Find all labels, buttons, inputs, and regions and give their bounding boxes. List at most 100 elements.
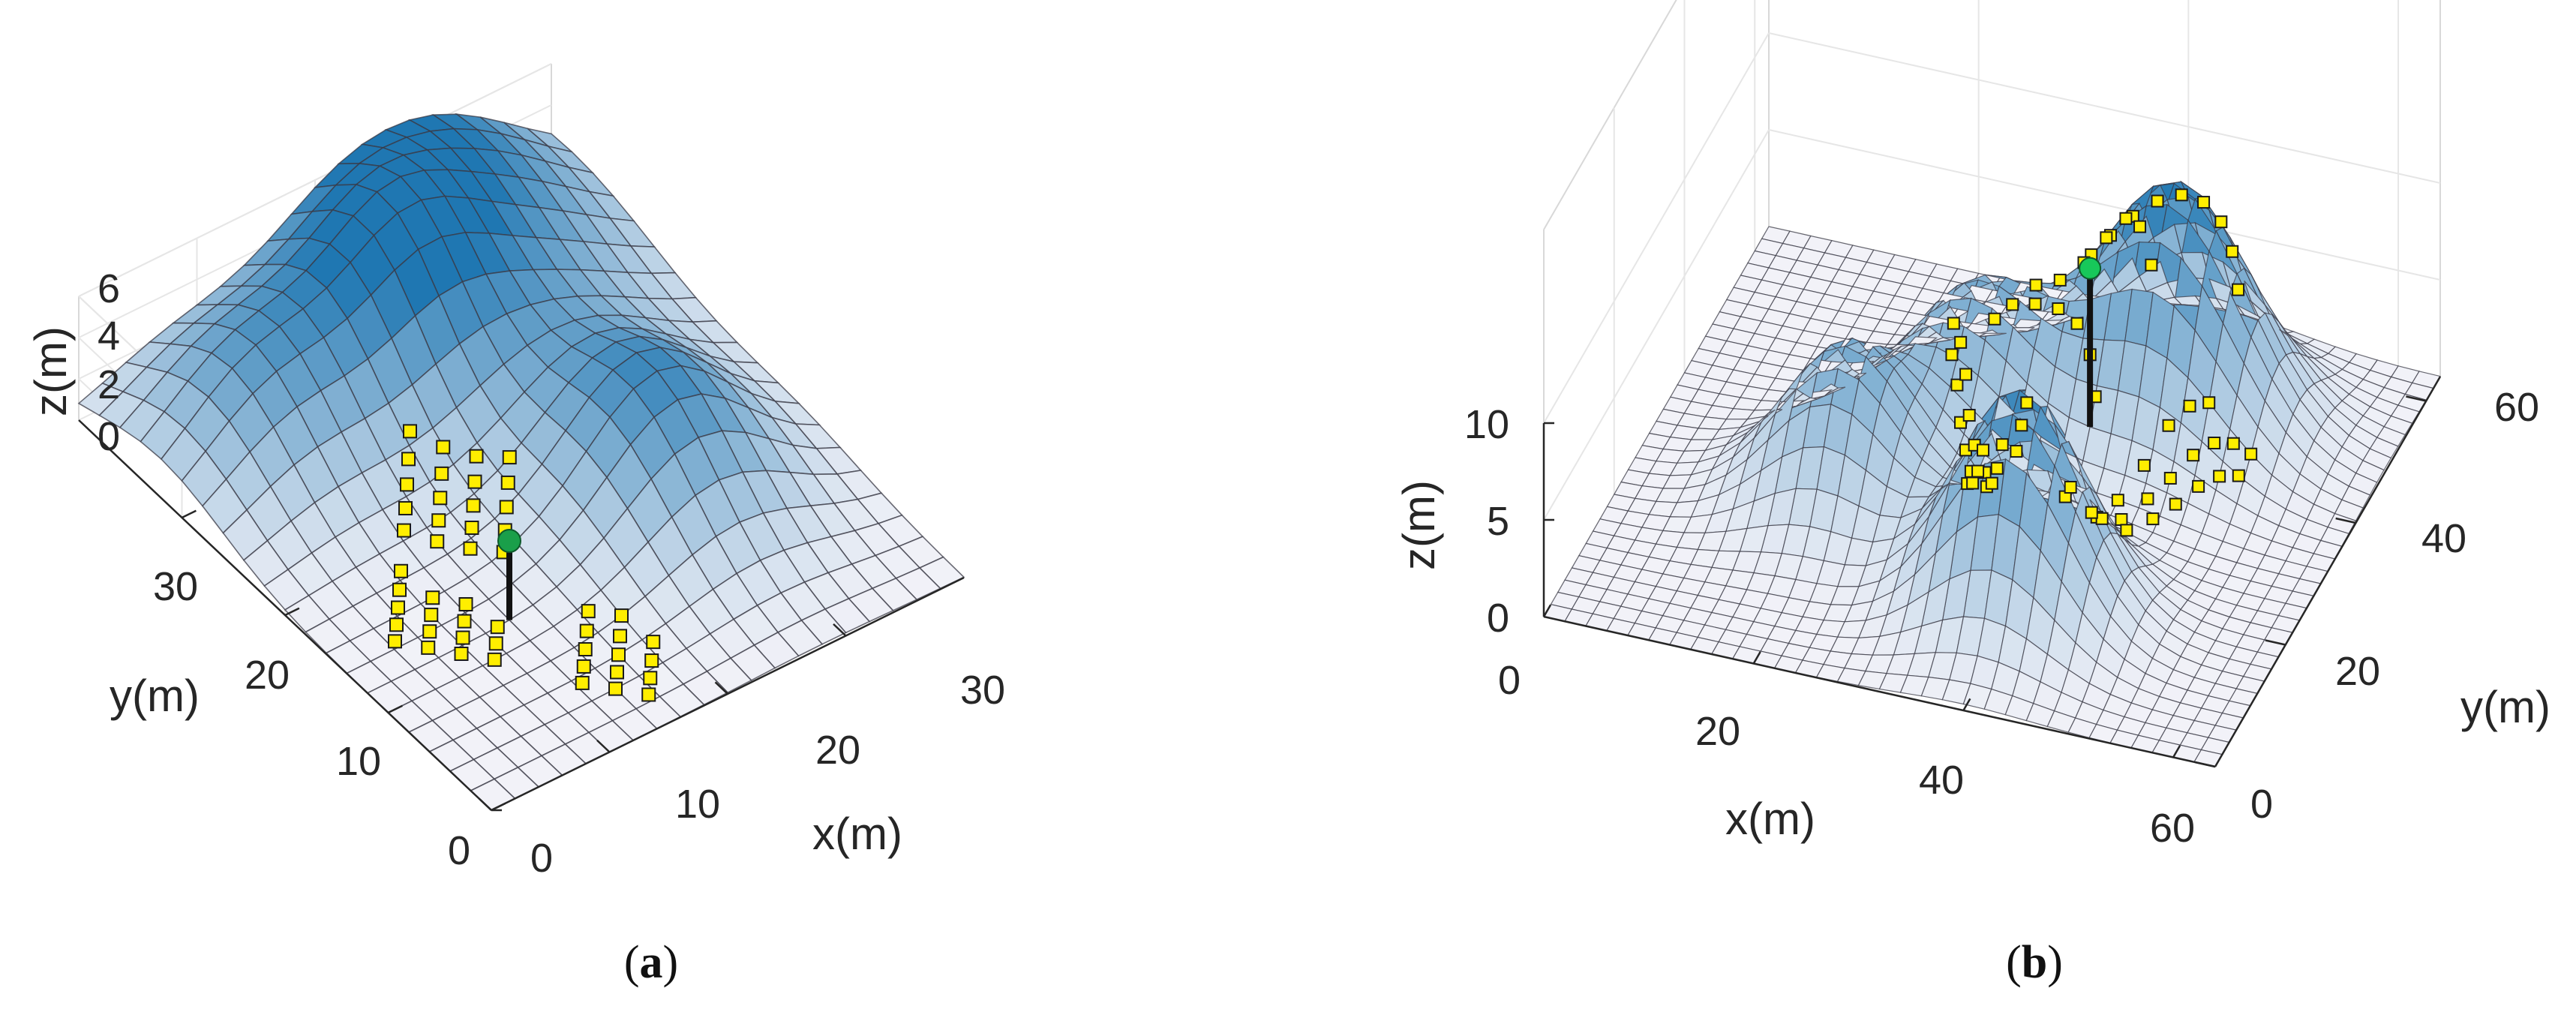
panel-a-sensor-node	[457, 614, 472, 629]
panel-b-sensor-node	[2010, 445, 2023, 458]
panel-a-caption-letter: a	[640, 937, 663, 988]
panel-b-sensor-node	[2070, 317, 2084, 330]
panel-a-sensor-node	[578, 642, 593, 657]
panel-a-z-axis-label: z(m)	[26, 326, 76, 416]
panel-a-sensor-node	[643, 671, 658, 686]
panel-a-x-tick-20: 20	[815, 728, 860, 773]
panel-a-sensor-node	[392, 582, 407, 597]
panel-a-x-tick-10: 10	[675, 782, 720, 827]
panel-a-sensor-node	[398, 500, 413, 515]
panel-b-sensor-node	[2197, 196, 2211, 209]
panel-a-sensor-node	[581, 604, 596, 619]
panel-a-z-tick-2: 2	[98, 362, 120, 407]
panel-a-y-tick-30: 30	[153, 564, 198, 609]
panel-b-sensor-node	[2146, 512, 2160, 526]
panel-a-terrain-surface	[77, 113, 965, 811]
panel-b-sensor-node	[2226, 437, 2240, 450]
panel-b-x-tick-mark	[1752, 651, 1761, 665]
panel-a-sensor-node	[502, 450, 517, 465]
panel-b-sensor-node	[1947, 317, 1960, 330]
panel-b-sensor-node	[2151, 194, 2164, 208]
panel-b-sensor-node	[1995, 438, 2009, 452]
panel-a-x-tick-mark	[478, 797, 492, 811]
panel-a-sensor-node	[463, 541, 478, 556]
panel-a-y-axis-label: y(m)	[110, 671, 200, 721]
panel-b-z-tick-0: 0	[1487, 596, 1509, 641]
panel-b-sensor-node	[2244, 447, 2258, 461]
panel-a-z-tick-4: 4	[98, 314, 120, 359]
panel-b-x-axis-line	[1543, 615, 2216, 768]
panel-b-sensor-node	[1950, 378, 1964, 392]
panel-b-y-tick-mark	[2406, 395, 2427, 402]
panel-b-wall-gridline	[1768, 129, 2441, 281]
panel-b-sensor-node	[1959, 368, 1973, 381]
panel-b-sensor-node	[2208, 437, 2221, 450]
panel-a-sensor-node	[467, 474, 482, 489]
panel-b-x-tick-40: 40	[1919, 758, 1964, 803]
panel-a-sensor-node	[488, 636, 503, 651]
panel-a-x-axis-label: x(m)	[812, 809, 902, 859]
panel-a-sensor-node	[500, 475, 515, 490]
panel-a-y-tick-mark	[284, 607, 300, 617]
panel-a-x-tick-30: 30	[960, 668, 1005, 713]
panel-a-sensor-node	[499, 500, 514, 515]
panel-b-sensor-node	[2120, 524, 2133, 537]
panel-a-z-tick-0: 0	[98, 414, 120, 459]
panel-a-sensor-node	[424, 608, 439, 623]
panel-b-x-tick-60: 60	[2150, 806, 2195, 851]
panel-b-sensor-node	[2052, 302, 2065, 316]
panel-b-base-station-marker	[2079, 257, 2102, 280]
panel-b-sensor-node	[2006, 298, 2019, 311]
panel-a-sensor-node	[403, 424, 417, 439]
panel-a-wall-gridline	[78, 63, 552, 297]
panel-b-y-axis-label: y(m)	[2460, 682, 2550, 732]
panel-b-sensor-node	[2232, 283, 2245, 296]
panel-b-sensor-node	[1971, 464, 1985, 478]
panel-b-terrain-surface	[1543, 180, 2441, 767]
panel-a-sensor-node	[391, 600, 405, 615]
panel-b-sensor-node	[2115, 512, 2128, 526]
panel-b-sensor-node	[1954, 335, 1968, 349]
panel-a-sensor-node	[466, 498, 481, 513]
panel-b-sensor-node	[2214, 215, 2228, 229]
panel-b-network-markers	[1542, 188, 2442, 768]
panel-a-sensor-node	[421, 640, 436, 655]
panel-a-sensor-node	[575, 675, 590, 690]
panel-b-sensor-node	[2015, 419, 2028, 432]
panel-a-sensor-node	[433, 491, 448, 506]
panel-a-sensor-node	[425, 590, 440, 605]
panel-a-sensor-node	[579, 623, 594, 638]
panel-a-sensor-node	[458, 596, 473, 611]
panel-a-sensor-node	[455, 630, 470, 645]
panel-a-sensor-node	[400, 477, 414, 492]
panel-a-y-tick-mark	[387, 704, 403, 714]
panel-a-sensor-node	[388, 634, 402, 649]
panel-b-surface-plot: 0 20 40 60 x(m) 0 20 40 60 y(m) 0 5 10 z…	[1394, 0, 2550, 988]
panel-a-x-tick-0: 0	[530, 836, 553, 881]
panel-a-caption: (a)	[624, 937, 678, 988]
panel-b-wall-gridline	[1768, 32, 2441, 184]
panel-b-sensor-node	[2187, 449, 2200, 462]
panel-a-sensor-node	[394, 563, 408, 578]
panel-b-sensor-node	[2226, 245, 2239, 258]
panel-a-y-tick-mark	[181, 509, 197, 519]
panel-b-sensor-node	[1985, 476, 1998, 490]
panel-b-x-tick-0: 0	[1498, 658, 1521, 703]
panel-b-sensor-node	[2169, 497, 2182, 511]
panel-b-x-tick-mark	[1542, 604, 1552, 617]
panel-b-y-tick-60: 60	[2494, 385, 2539, 430]
panel-b-caption-letter: b	[2022, 937, 2047, 988]
panel-a-sensor-node	[464, 520, 479, 535]
panel-a-sensor-node	[641, 687, 656, 702]
panel-a-sensor-node	[431, 513, 446, 528]
panel-a-sensor-node	[422, 624, 437, 639]
panel-b-axes: 0 20 40 60 x(m) 0 20 40 60 y(m) 0 5 10 z…	[1394, 385, 2550, 851]
panel-b-sensor-node	[1966, 476, 1980, 490]
panel-a-sensor-node	[469, 449, 484, 464]
panel-a-sensor-node	[613, 629, 627, 644]
panel-a-axes: 0 10 20 30 x(m) 0 10 20 30 y(m) 0 2 4 6 …	[26, 266, 1005, 881]
panel-a-y-tick-10: 10	[336, 739, 381, 784]
panel-a-y-tick-mark	[491, 802, 506, 812]
panel-b-wall-gridline	[1543, 32, 1770, 424]
